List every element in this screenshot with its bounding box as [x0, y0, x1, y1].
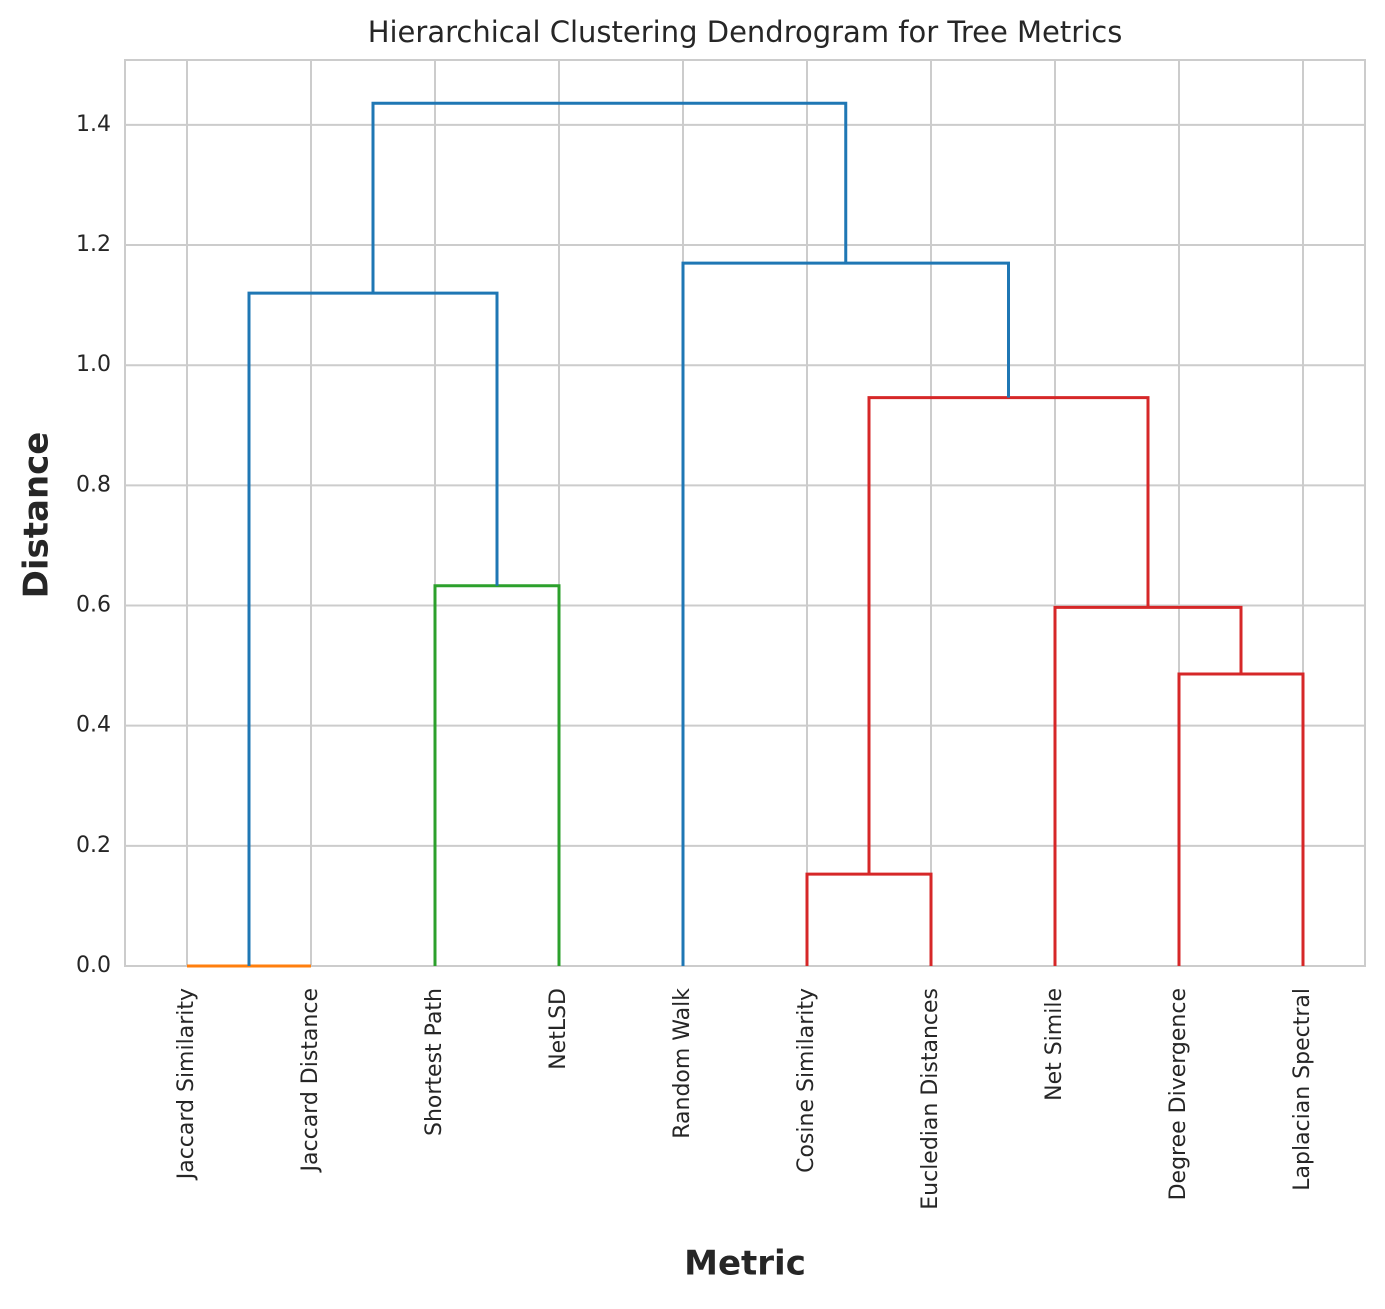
x-tick-label: Eucledian Distances	[918, 988, 943, 1210]
x-tick-label: Jaccard Distance	[298, 988, 323, 1173]
y-tick-label: 0.6	[76, 593, 111, 618]
y-tick-label: 0.0	[76, 953, 111, 978]
dendrogram-link	[1177, 672, 1305, 966]
plot-frame	[124, 59, 1366, 967]
x-tick-label: Laplacian Spectral	[1290, 988, 1315, 1191]
y-axis-label: Distance	[17, 432, 57, 599]
y-tick-label: 1.4	[76, 112, 111, 137]
chart-title: Hierarchical Clustering Dendrogram for T…	[368, 15, 1123, 49]
x-tick-label: Degree Divergence	[1166, 988, 1191, 1200]
x-tick-label: NetLSD	[546, 988, 571, 1070]
x-tick-label: Shortest Path	[422, 988, 447, 1136]
dendrogram-link	[681, 261, 1010, 966]
dendrogram-link	[1053, 605, 1243, 966]
dendrogram-link	[867, 396, 1150, 875]
x-tick-label: Cosine Similarity	[794, 988, 819, 1173]
x-tick-label: Jaccard Similarity	[174, 988, 199, 1181]
dendrogram-link	[805, 872, 933, 966]
y-tick-label: 1.0	[76, 352, 111, 377]
dendrogram-link	[433, 584, 561, 966]
dendrogram-link	[371, 101, 848, 294]
x-tick-label: Net Simile	[1042, 988, 1067, 1101]
x-axis-label: Metric	[684, 1244, 806, 1284]
y-tick-label: 1.2	[76, 232, 111, 257]
y-tick-label: 0.8	[76, 472, 111, 497]
dendrogram-link	[247, 291, 499, 966]
y-tick-label: 0.4	[76, 713, 111, 738]
y-tick-label: 0.2	[76, 833, 111, 858]
x-tick-label: Random Walk	[670, 988, 695, 1139]
